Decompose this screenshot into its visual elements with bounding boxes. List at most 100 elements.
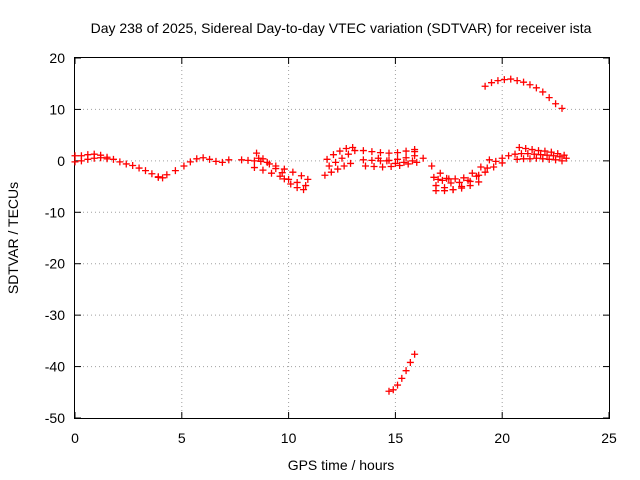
data-point: [368, 156, 376, 164]
data-point: [558, 104, 566, 112]
data-point: [385, 149, 393, 157]
data-point: [212, 157, 220, 165]
data-point: [507, 75, 515, 83]
data-point: [539, 88, 547, 96]
x-axis-title: GPS time / hours: [288, 457, 395, 473]
data-point: [323, 155, 331, 163]
data-point: [103, 155, 111, 163]
data-point: [351, 147, 359, 155]
data-point: [532, 84, 540, 92]
data-point: [545, 94, 553, 102]
data-point: [129, 161, 137, 169]
data-point: [280, 165, 288, 173]
data-point: [498, 154, 506, 162]
data-point: [148, 170, 156, 178]
data-point: [268, 169, 276, 177]
data-point: [460, 174, 468, 182]
data-point: [394, 381, 402, 389]
data-point: [475, 171, 483, 179]
data-point: [526, 155, 534, 163]
data-point: [455, 178, 463, 186]
data-point: [383, 157, 391, 165]
data-point: [419, 154, 427, 162]
data-point: [539, 155, 547, 163]
y-tick-label: -50: [45, 410, 65, 426]
data-point: [361, 162, 369, 170]
data-point: [340, 162, 348, 170]
data-point: [552, 156, 560, 164]
data-point: [475, 178, 483, 186]
data-point: [396, 161, 404, 169]
data-point: [259, 166, 267, 174]
data-point: [297, 172, 305, 180]
y-tick-label: 20: [49, 50, 65, 66]
series-seg-23: [515, 143, 568, 159]
data-point: [385, 387, 393, 395]
series-seg-20: [432, 178, 483, 195]
x-tick-label: 10: [281, 430, 297, 446]
data-point: [327, 168, 335, 176]
data-point: [122, 160, 130, 168]
data-point: [481, 82, 489, 90]
data-point: [250, 157, 258, 165]
data-point: [466, 182, 474, 190]
data-point: [163, 171, 171, 179]
data-point: [520, 78, 528, 86]
data-point: [554, 150, 562, 158]
data-point: [368, 148, 376, 156]
data-point: [325, 162, 333, 170]
series-seg-24: [513, 154, 566, 165]
data-point: [287, 180, 295, 188]
data-point: [406, 358, 414, 366]
data-point: [505, 152, 513, 160]
data-point: [265, 160, 273, 168]
data-point: [71, 158, 79, 166]
series-seg-03: [154, 154, 233, 181]
data-point: [253, 149, 261, 157]
series-seg-12: [359, 146, 419, 157]
data-point: [443, 174, 451, 182]
data-point: [244, 156, 252, 164]
data-point: [432, 187, 440, 195]
data-point: [528, 146, 536, 154]
data-point: [535, 147, 543, 155]
data-point: [547, 148, 555, 156]
data-point: [545, 155, 553, 163]
data-point: [71, 152, 79, 160]
data-point: [272, 165, 280, 173]
series-seg-11: [325, 147, 359, 170]
data-point: [408, 157, 416, 165]
data-point: [374, 154, 382, 162]
data-point: [451, 175, 459, 183]
data-point: [376, 149, 384, 157]
x-tick-label: 25: [601, 430, 617, 446]
data-point: [344, 150, 352, 158]
data-point: [560, 151, 568, 159]
data-point: [193, 155, 201, 163]
data-point: [276, 172, 284, 180]
y-tick-label: -40: [45, 359, 65, 375]
data-point: [238, 156, 246, 164]
data-point: [199, 154, 207, 162]
data-point: [109, 155, 117, 163]
data-point: [558, 157, 566, 165]
plot-frame: [74, 57, 610, 419]
data-point: [302, 182, 310, 190]
data-point: [84, 155, 92, 163]
data-point: [522, 145, 530, 153]
data-point: [524, 150, 532, 158]
data-point: [411, 148, 419, 156]
data-point: [517, 150, 525, 158]
series-seg-15: [374, 154, 416, 167]
data-point: [449, 186, 457, 194]
data-point: [526, 81, 534, 89]
data-point: [402, 154, 410, 162]
data-point: [428, 162, 436, 170]
data-point: [394, 149, 402, 157]
grid-lines: [75, 58, 609, 418]
data-point: [359, 156, 367, 164]
data-point: [180, 162, 188, 170]
x-tick-label: 15: [388, 430, 404, 446]
data-point: [413, 158, 421, 166]
